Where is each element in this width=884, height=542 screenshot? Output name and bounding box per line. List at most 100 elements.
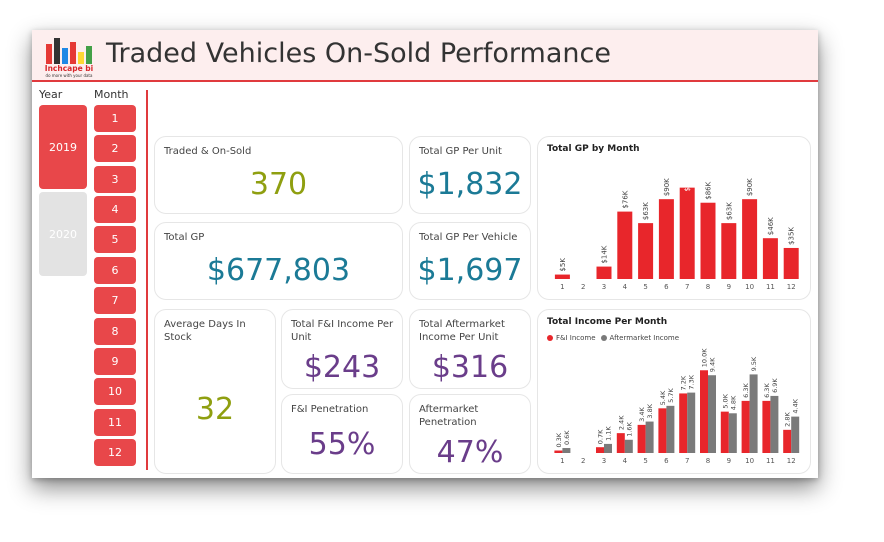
aftermarket-income-bar bbox=[562, 448, 571, 453]
aftermarket-data-label: 9.5K bbox=[750, 356, 758, 371]
x-tick-label: 2 bbox=[581, 457, 585, 465]
x-tick-label: 7 bbox=[685, 457, 689, 465]
gp-bar bbox=[617, 211, 633, 279]
x-tick-label: 2 bbox=[581, 283, 585, 291]
x-tick-label: 5 bbox=[643, 457, 647, 465]
aftermarket-income-bar bbox=[770, 395, 779, 453]
chart-card-total-gp-by-month: Total GP by Month $5K 1 2 $14K 3 $76K 4 $63K 5 $9… bbox=[537, 136, 811, 300]
aftermarket-income-bar bbox=[791, 416, 800, 453]
x-tick-label: 1 bbox=[560, 283, 564, 291]
kpi-value: $1,832 bbox=[417, 167, 523, 202]
fi-income-bar bbox=[616, 433, 625, 453]
x-tick-label: 9 bbox=[727, 283, 731, 291]
legend-dot-fi bbox=[547, 335, 553, 341]
kpi-card-aftermarket-penetration: Aftermarket Penetration 47% bbox=[409, 394, 531, 474]
aftermarket-income-bar bbox=[749, 374, 758, 453]
month-button-7[interactable]: 7 bbox=[94, 287, 136, 314]
gp-data-label: $90K bbox=[663, 178, 671, 196]
fi-income-bar bbox=[762, 400, 771, 453]
x-tick-label: 3 bbox=[602, 283, 606, 291]
gp-bar bbox=[700, 202, 716, 279]
kpi-label: Average Days In Stock bbox=[164, 319, 246, 343]
fi-data-label: 10.0K bbox=[701, 348, 709, 367]
fi-data-label: 6.3K bbox=[763, 383, 771, 398]
gp-bar bbox=[783, 247, 799, 279]
kpi-card-traded-on-sold: Traded & On-Sold 370 bbox=[154, 136, 403, 214]
kpi-card-total-gp-per-unit: Total GP Per Unit $1,832 bbox=[409, 136, 531, 214]
logo-bar bbox=[62, 48, 68, 64]
gp-by-month-chart: $5K1 2$14K3$76K4$63K5$90K6$103K7$86K8$63K… bbox=[554, 169, 799, 291]
x-tick-label: 12 bbox=[787, 283, 796, 291]
aftermarket-data-label: 4.4K bbox=[792, 398, 800, 413]
aftermarket-data-label: 4.8K bbox=[729, 395, 737, 410]
aftermarket-data-label: 3.8K bbox=[646, 403, 654, 418]
month-button-6[interactable]: 6 bbox=[94, 257, 136, 284]
aftermarket-income-bar bbox=[624, 439, 633, 453]
x-tick-label: 4 bbox=[623, 457, 628, 465]
x-tick-label: 8 bbox=[706, 457, 710, 465]
logo-bar bbox=[78, 52, 84, 64]
fi-data-label: 3.4K bbox=[638, 407, 646, 422]
aftermarket-data-label: 7.3K bbox=[688, 374, 696, 389]
gp-data-label: $46K bbox=[767, 217, 775, 235]
month-button-4[interactable]: 4 bbox=[94, 196, 136, 223]
fi-income-bar bbox=[741, 400, 750, 453]
month-button-5[interactable]: 5 bbox=[94, 226, 136, 253]
kpi-label: Total F&I Income Per Unit bbox=[291, 319, 394, 343]
kpi-value: $243 bbox=[303, 350, 381, 385]
kpi-value: $677,803 bbox=[206, 253, 351, 288]
month-button-1[interactable]: 1 bbox=[94, 105, 136, 132]
month-button-2[interactable]: 2 bbox=[94, 135, 136, 162]
x-tick-label: 10 bbox=[745, 283, 754, 291]
logo-bar bbox=[70, 42, 76, 64]
month-slicer-label: Month bbox=[94, 88, 129, 101]
gp-bar bbox=[721, 223, 737, 279]
x-tick-label: 3 bbox=[602, 457, 606, 465]
fi-income-bar bbox=[637, 424, 646, 453]
kpi-value: $1,697 bbox=[417, 253, 523, 288]
kpi-value: 55% bbox=[308, 427, 376, 462]
aftermarket-data-label: 1.6K bbox=[625, 421, 633, 436]
month-button-11[interactable]: 11 bbox=[94, 409, 136, 436]
month-button-3[interactable]: 3 bbox=[94, 166, 136, 193]
gp-data-label: $76K bbox=[621, 190, 629, 208]
year-slicer-label: Year bbox=[39, 88, 63, 101]
kpi-card-fi-penetration: F&I Penetration 55% bbox=[281, 394, 403, 474]
gp-data-label: $103K bbox=[684, 169, 692, 192]
kpi-card-average-days-in-stock: Average Days In Stock 32 bbox=[154, 309, 276, 474]
fi-data-label: 0.3K bbox=[555, 432, 563, 447]
aftermarket-data-label: 5.7K bbox=[667, 388, 675, 403]
logo-brand-text: Inchcape bi bbox=[44, 64, 94, 73]
month-button-9[interactable]: 9 bbox=[94, 348, 136, 375]
month-button-10[interactable]: 10 bbox=[94, 378, 136, 405]
x-tick-label: 12 bbox=[787, 457, 796, 465]
kpi-value: 370 bbox=[249, 167, 308, 202]
x-tick-label: 11 bbox=[766, 283, 775, 291]
gp-data-label: $35K bbox=[788, 227, 796, 245]
x-tick-label: 4 bbox=[623, 283, 628, 291]
aftermarket-income-bar bbox=[645, 421, 654, 453]
kpi-card-total-gp-per-vehicle: Total GP Per Vehicle $1,697 bbox=[409, 222, 531, 300]
x-tick-label: 10 bbox=[745, 457, 754, 465]
kpi-label: Total GP Per Vehicle bbox=[419, 232, 518, 243]
logo-bar bbox=[46, 44, 52, 64]
legend-dot-aftermarket bbox=[600, 335, 607, 341]
dashboard-canvas: Inchcape bi do more with your data Trade… bbox=[32, 30, 818, 478]
year-button-2019[interactable]: 2019 bbox=[39, 105, 87, 189]
aftermarket-income-bar bbox=[666, 405, 675, 453]
fi-income-bar bbox=[679, 393, 688, 453]
month-button-8[interactable]: 8 bbox=[94, 318, 136, 345]
aftermarket-income-bar bbox=[687, 392, 696, 453]
fi-data-label: 2.8K bbox=[784, 411, 792, 426]
month-button-12[interactable]: 12 bbox=[94, 439, 136, 466]
x-tick-label: 6 bbox=[664, 457, 669, 465]
fi-income-bar bbox=[554, 450, 563, 453]
legend-label-aftermarket: Aftermarket Income bbox=[609, 334, 680, 342]
aftermarket-data-label: 9.4K bbox=[709, 357, 717, 372]
fi-income-bar bbox=[700, 370, 708, 453]
year-button-2020[interactable]: 2020 bbox=[39, 192, 87, 276]
kpi-value: 32 bbox=[195, 392, 235, 427]
kpi-value: 47% bbox=[436, 435, 504, 470]
inchcape-logo: Inchcape bi do more with your data bbox=[38, 34, 98, 78]
